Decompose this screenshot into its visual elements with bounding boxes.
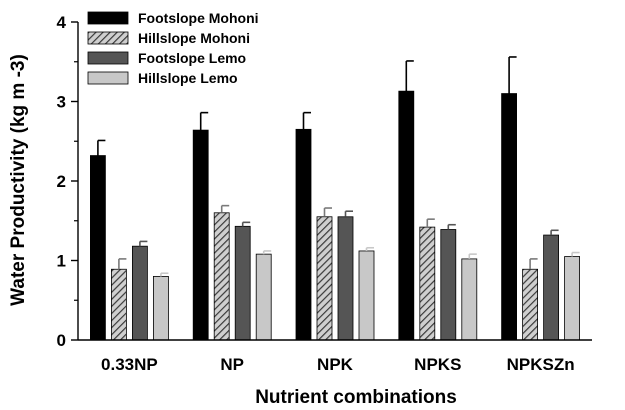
y-tick-label: 1 bbox=[57, 252, 66, 271]
x-tick-label: NP bbox=[220, 355, 244, 374]
y-tick-label: 4 bbox=[57, 13, 67, 32]
bar-hillslope-mohoni-np bbox=[213, 212, 230, 341]
bar-footslope-lemo-npkszn bbox=[543, 234, 559, 341]
legend: Footslope Mohoni Hillslope Mohoni Footslop… bbox=[87, 10, 259, 86]
bar-footslope-mohoni-npkszn bbox=[501, 93, 518, 341]
bar-footslope-mohoni-033np bbox=[90, 155, 106, 341]
legend-swatch bbox=[87, 11, 129, 25]
bar-footslope-mohoni-npks bbox=[398, 90, 415, 341]
legend-swatch bbox=[87, 71, 129, 85]
bar-hillslope-lemo-np bbox=[255, 253, 272, 341]
x-tick-label: NPKSZn bbox=[507, 355, 575, 374]
bar-footslope-mohoni-np bbox=[192, 129, 209, 341]
legend-label: Footslope Lemo bbox=[138, 50, 246, 66]
y-tick-label: 2 bbox=[57, 172, 66, 191]
bar-footslope-lemo-npks bbox=[440, 229, 457, 341]
bar-hillslope-mohoni-npkszn bbox=[522, 268, 538, 341]
legend-swatch bbox=[87, 31, 129, 45]
bar-footslope-mohoni-npk bbox=[295, 128, 312, 341]
bar-footslope-lemo-npk bbox=[337, 216, 354, 341]
legend-swatch bbox=[87, 51, 129, 65]
bar-hillslope-mohoni-033np bbox=[111, 268, 127, 341]
x-axis-title: Nutrient combinations bbox=[255, 387, 457, 408]
bar-hillslope-lemo-033np bbox=[152, 275, 169, 341]
x-tick-label: 0.33NP bbox=[101, 355, 158, 374]
y-tick-label: 0 bbox=[57, 331, 66, 350]
legend-label: Hillslope Mohoni bbox=[138, 30, 250, 46]
bar-hillslope-lemo-npks bbox=[461, 258, 478, 341]
y-tick-label: 3 bbox=[57, 93, 66, 112]
bar-hillslope-mohoni-npk bbox=[316, 216, 333, 341]
bar-hillslope-lemo-npk bbox=[358, 250, 375, 341]
bar-hillslope-mohoni-npks bbox=[419, 226, 436, 341]
x-tick-label: NPK bbox=[317, 355, 354, 374]
axes-layer: 0 1 2 3 4 0.33NP NP NPK NPKS NPKSZn bbox=[57, 13, 592, 374]
legend-label: Footslope Mohoni bbox=[138, 10, 259, 26]
legend-label: Hillslope Lemo bbox=[138, 70, 238, 86]
x-tick-label: NPKS bbox=[414, 355, 461, 374]
bar-hillslope-lemo-npkszn bbox=[564, 256, 580, 341]
y-axis-title: Water Productivity (kg m -3) bbox=[8, 54, 29, 306]
bar-footslope-lemo-np bbox=[234, 225, 251, 341]
bars-layer bbox=[90, 56, 580, 341]
bar-footslope-lemo-033np bbox=[131, 245, 148, 341]
